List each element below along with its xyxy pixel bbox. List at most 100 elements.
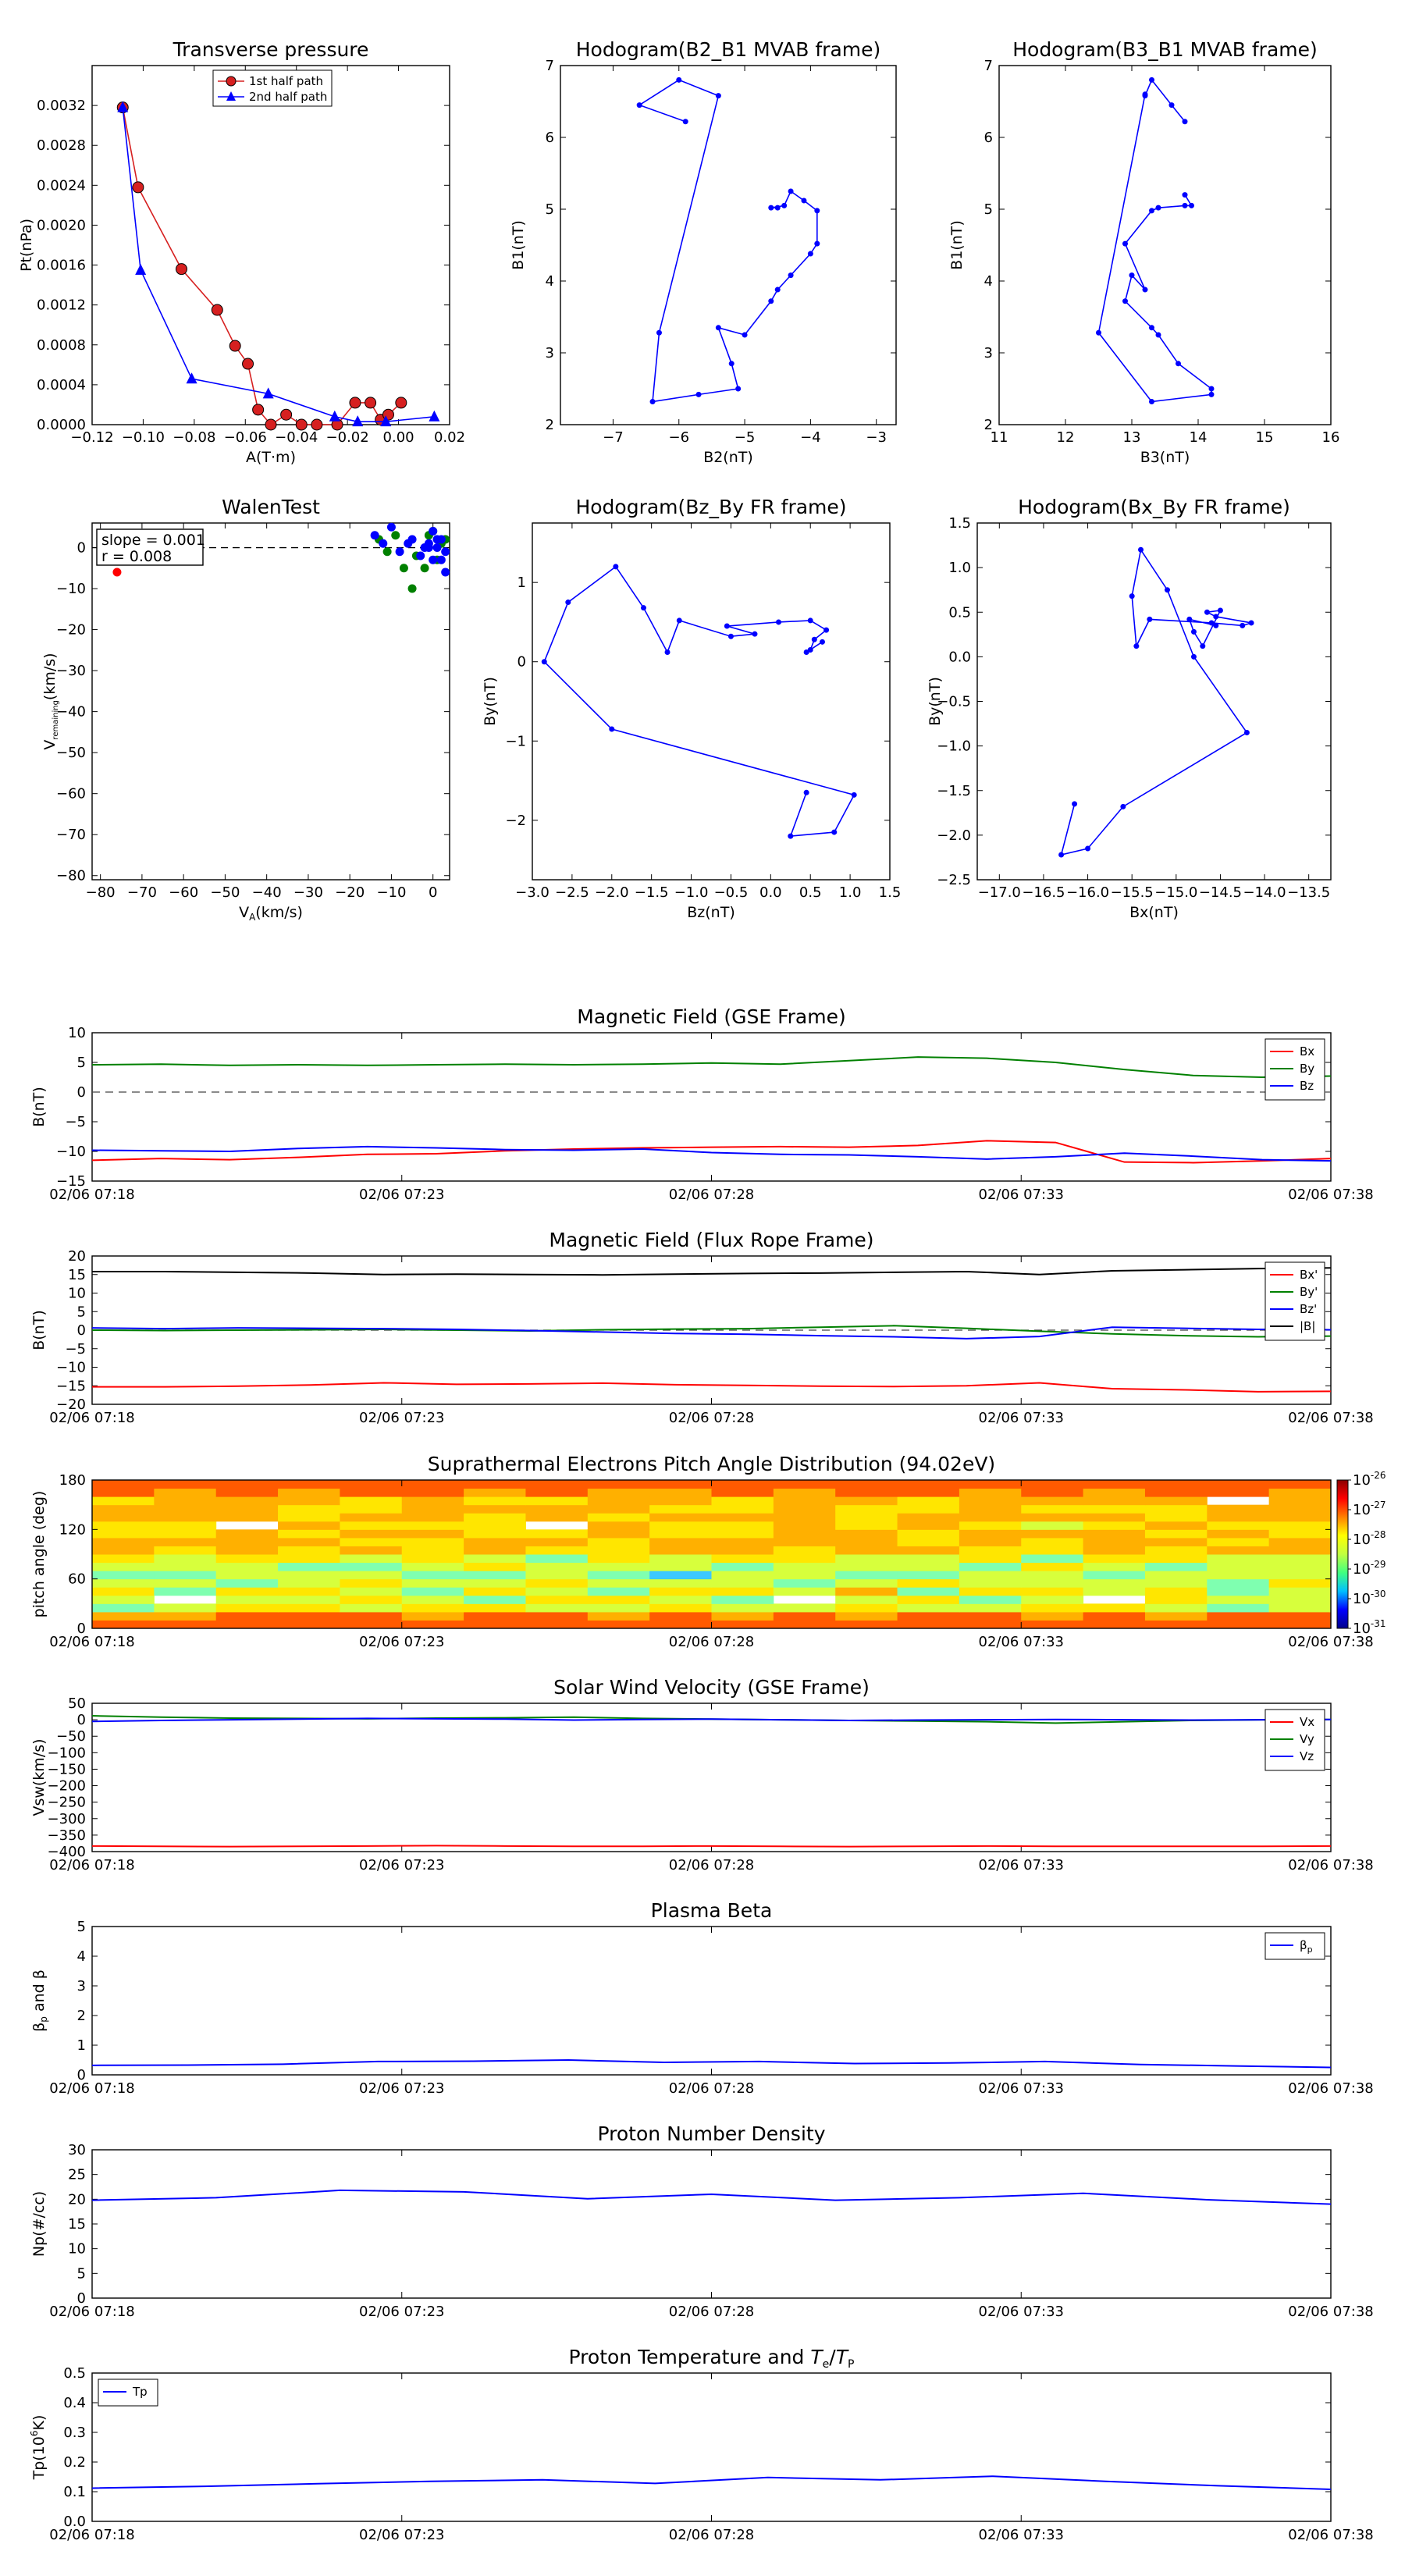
heatmap-cell <box>711 1521 774 1530</box>
heatmap-cell <box>1021 1480 1084 1489</box>
heatmap-cell <box>835 1578 898 1588</box>
data-point <box>715 93 721 99</box>
heatmap-cell <box>1207 1488 1270 1497</box>
heatmap-cell <box>835 1554 898 1564</box>
axes-frame <box>560 65 897 425</box>
x-axis-label: B3(nT) <box>1140 449 1190 466</box>
heatmap-cell <box>464 1521 526 1530</box>
x-tick-label: 02/06 07:38 <box>1288 1187 1373 1203</box>
heatmap-cell <box>897 1496 960 1506</box>
y-tick-label: 6 <box>546 130 554 146</box>
data-point <box>295 418 308 431</box>
x-axis-label: B2(nT) <box>703 449 753 466</box>
heatmap-cell <box>773 1562 836 1571</box>
legend-label: By <box>1300 1062 1314 1076</box>
axes-frame <box>91 2149 1332 2299</box>
x-tick-label: −1.0 <box>674 884 709 901</box>
x-tick-label: 02/06 07:33 <box>979 1187 1064 1203</box>
heatmap-cell <box>649 1578 712 1588</box>
data-point <box>1058 852 1065 858</box>
heatmap-cell <box>154 1620 217 1629</box>
heatmap-cell <box>1021 1546 1084 1555</box>
y-tick-label: 1 <box>77 2037 86 2054</box>
heatmap-cell <box>1268 1571 1332 1580</box>
heatmap-cell <box>773 1480 836 1489</box>
heatmap-cell <box>215 1529 279 1539</box>
heatmap-cell <box>92 1562 155 1571</box>
heatmap-cell <box>92 1554 155 1564</box>
y-tick-label: 4 <box>546 273 554 290</box>
heatmap-cell <box>649 1587 712 1596</box>
heatmap-cell <box>464 1480 526 1489</box>
y-tick-label: 5 <box>546 201 554 218</box>
data-point <box>329 410 340 422</box>
heatmap-cell <box>215 1554 279 1564</box>
data-point <box>211 304 223 316</box>
heatmap-cell <box>464 1562 526 1571</box>
data-point <box>768 298 774 304</box>
heatmap-cell <box>897 1546 960 1555</box>
heatmap-cell <box>278 1529 340 1539</box>
x-tick-label: −6 <box>668 429 689 446</box>
data-point <box>349 397 361 409</box>
data-point <box>776 619 782 625</box>
heatmap-cell <box>959 1496 1022 1506</box>
colorbar-label: 10-30 <box>1353 1589 1386 1607</box>
heatmap-cell <box>1144 1521 1208 1530</box>
heatmap-cell <box>711 1504 774 1514</box>
heatmap-cell <box>154 1496 217 1506</box>
heatmap-cell <box>215 1595 279 1604</box>
heatmap-cell <box>92 1513 155 1522</box>
heatmap-cell <box>278 1603 340 1613</box>
data-point <box>429 527 438 536</box>
heatmap-cell <box>401 1537 464 1546</box>
heatmap-cell <box>1268 1562 1332 1571</box>
heatmap-cell <box>1207 1562 1270 1571</box>
heatmap-cell <box>1207 1620 1270 1629</box>
heatmap-cell <box>587 1603 650 1613</box>
heatmap-cell <box>1021 1603 1084 1613</box>
y-tick-label: 0.3 <box>63 2425 86 2441</box>
data-point <box>112 568 122 577</box>
heatmap-cell <box>959 1571 1022 1580</box>
heatmap-cell <box>711 1578 774 1588</box>
y-tick-label: −2.0 <box>937 827 971 844</box>
heatmap-cell <box>525 1611 589 1621</box>
heatmap-cell <box>587 1537 650 1546</box>
y-tick-label: 10 <box>68 2241 86 2258</box>
heatmap-cell <box>154 1603 217 1613</box>
data-point <box>801 197 807 204</box>
heatmap-cell <box>649 1521 712 1530</box>
heatmap-cell <box>711 1571 774 1580</box>
axes-frame <box>91 65 450 425</box>
heatmap-cell <box>1207 1554 1270 1564</box>
heatmap-cell <box>525 1529 589 1539</box>
data-point <box>788 188 794 194</box>
heatmap-cell <box>340 1578 403 1588</box>
heatmap-cell <box>1268 1595 1332 1604</box>
heatmap-cell <box>464 1611 526 1621</box>
data-point <box>1096 329 1101 336</box>
x-tick-label: 02/06 07:33 <box>979 2080 1064 2097</box>
heatmap-cell <box>340 1595 403 1604</box>
heatmap-cell <box>215 1620 279 1629</box>
heatmap-cell <box>1268 1546 1332 1555</box>
y-tick-label: −20 <box>56 622 86 639</box>
heatmap-cell <box>897 1571 960 1580</box>
heatmap-cell <box>340 1546 403 1555</box>
x-tick-label: −0.12 <box>70 429 113 446</box>
heatmap-cell <box>897 1504 960 1514</box>
heatmap-cell <box>154 1611 217 1621</box>
heatmap-cell <box>1207 1521 1270 1530</box>
heatmap-cell <box>525 1513 589 1522</box>
x-tick-label: 02/06 07:28 <box>669 1187 754 1203</box>
x-tick-label: 02/06 07:18 <box>49 2527 134 2543</box>
heatmap-cell <box>1021 1571 1084 1580</box>
x-tick-label: −0.02 <box>326 429 369 446</box>
heatmap-cell <box>340 1571 403 1580</box>
heatmap-cell <box>959 1587 1022 1596</box>
x-tick-label: −40 <box>252 884 282 901</box>
heatmap-cell <box>215 1587 279 1596</box>
heatmap-cell <box>525 1578 589 1588</box>
heatmap-cell <box>92 1504 155 1514</box>
